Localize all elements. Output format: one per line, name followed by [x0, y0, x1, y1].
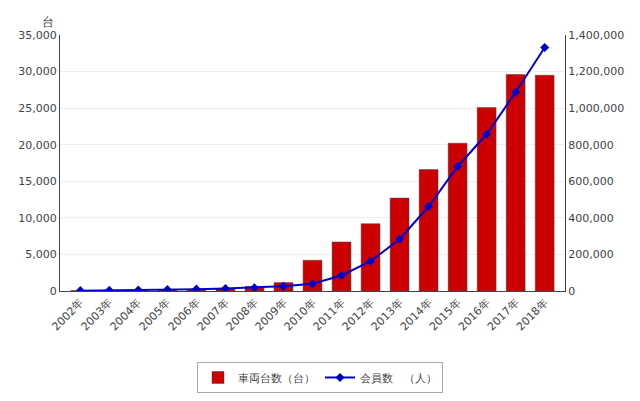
svg-text:2003年: 2003年: [79, 297, 116, 334]
svg-text:会員数 （人）: 会員数 （人）: [360, 372, 437, 385]
svg-text:2014年: 2014年: [398, 297, 435, 334]
svg-text:35,000: 35,000: [18, 29, 57, 42]
svg-text:400,000: 400,000: [568, 212, 614, 225]
svg-text:0: 0: [568, 285, 575, 298]
svg-text:2012年: 2012年: [340, 297, 377, 334]
svg-text:2006年: 2006年: [166, 297, 203, 334]
svg-text:10,000: 10,000: [18, 212, 57, 225]
svg-text:2018年: 2018年: [514, 297, 551, 334]
svg-text:20,000: 20,000: [18, 139, 57, 152]
svg-text:2008年: 2008年: [224, 297, 261, 334]
svg-text:台: 台: [42, 15, 54, 29]
svg-text:15,000: 15,000: [18, 175, 57, 188]
svg-text:2009年: 2009年: [253, 297, 290, 334]
svg-text:2013年: 2013年: [369, 297, 406, 334]
svg-text:1,000,000: 1,000,000: [568, 102, 624, 115]
svg-text:600,000: 600,000: [568, 175, 614, 188]
svg-text:2016年: 2016年: [456, 297, 493, 334]
svg-text:2004年: 2004年: [108, 297, 145, 334]
svg-text:2005年: 2005年: [137, 297, 174, 334]
svg-text:2010年: 2010年: [282, 297, 319, 334]
svg-text:2015年: 2015年: [427, 297, 464, 334]
svg-text:2011年: 2011年: [311, 297, 348, 334]
svg-text:2017年: 2017年: [485, 297, 522, 334]
svg-text:800,000: 800,000: [568, 139, 614, 152]
svg-text:30,000: 30,000: [18, 65, 57, 78]
svg-text:200,000: 200,000: [568, 248, 614, 261]
svg-text:1,200,000: 1,200,000: [568, 65, 624, 78]
svg-text:車両台数（台）: 車両台数（台）: [238, 372, 315, 385]
svg-text:0: 0: [50, 285, 57, 298]
svg-text:25,000: 25,000: [18, 102, 57, 115]
svg-text:2002年: 2002年: [50, 297, 87, 334]
svg-text:5,000: 5,000: [25, 248, 57, 261]
svg-text:2007年: 2007年: [195, 297, 232, 334]
svg-text:1,400,000: 1,400,000: [568, 29, 624, 42]
